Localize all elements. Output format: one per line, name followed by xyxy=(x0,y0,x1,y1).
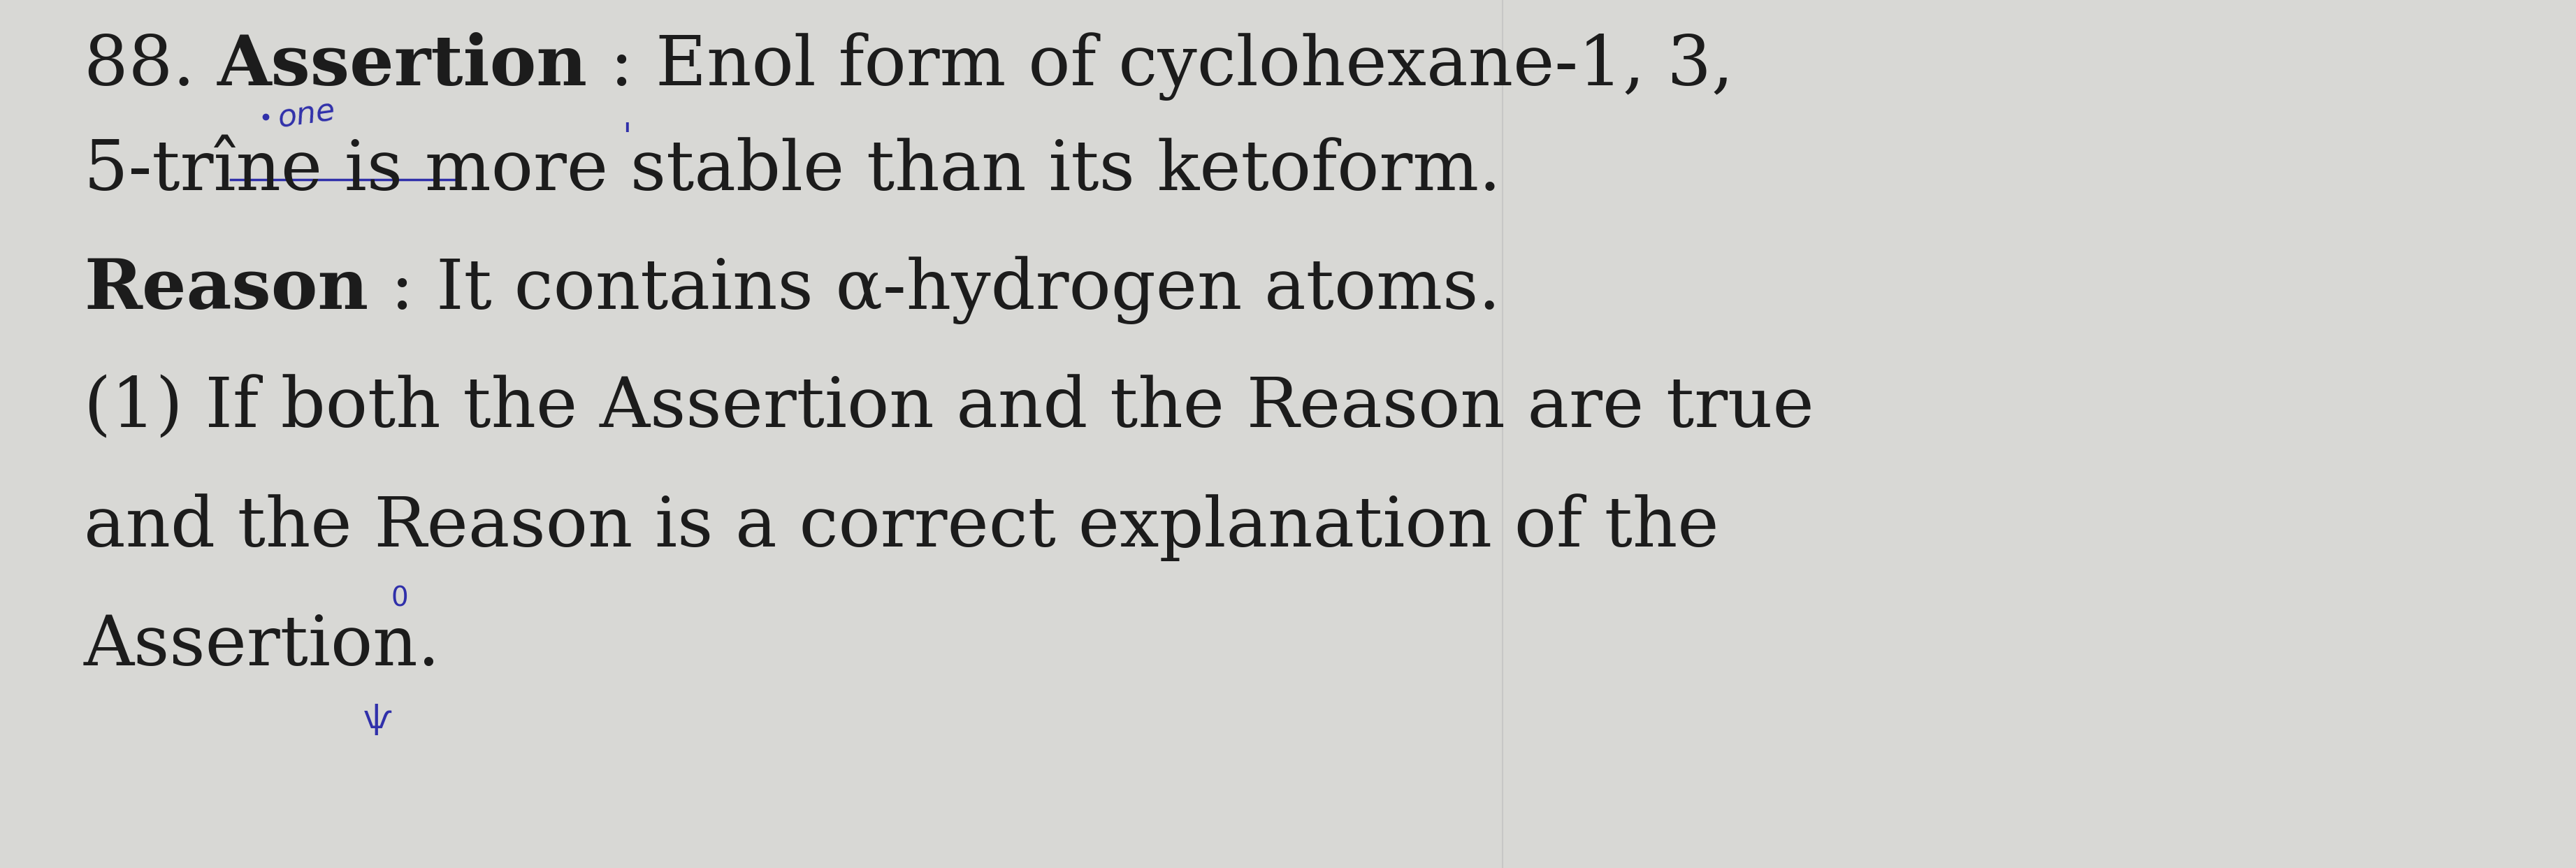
Text: (1) If both the Assertion and the Reason are true: (1) If both the Assertion and the Reason… xyxy=(85,376,1814,443)
Text: and the Reason is a correct explanation of the: and the Reason is a correct explanation … xyxy=(85,494,1718,562)
Text: 0: 0 xyxy=(392,585,410,612)
Text: Reason: Reason xyxy=(85,256,368,324)
Text: 5-trîne is more stable than its ketoform.: 5-trîne is more stable than its ketoform… xyxy=(85,138,1502,205)
Text: ': ' xyxy=(621,122,631,156)
Text: : Enol form of cyclohexane-1, 3,: : Enol form of cyclohexane-1, 3, xyxy=(587,32,1734,101)
Text: : It contains α-hydrogen atoms.: : It contains α-hydrogen atoms. xyxy=(368,256,1499,325)
Text: Assertion: Assertion xyxy=(216,32,587,100)
Text: one: one xyxy=(276,95,337,134)
Text: 88.: 88. xyxy=(85,33,216,100)
Text: ѱ: ѱ xyxy=(363,704,392,735)
Text: Assertion.: Assertion. xyxy=(85,613,440,680)
